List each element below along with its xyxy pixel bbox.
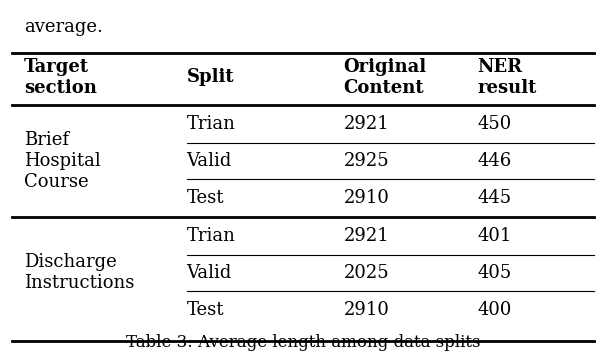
Text: 2925: 2925 [344,152,389,170]
Text: Valid: Valid [187,264,232,282]
Text: Test: Test [187,301,224,318]
Text: 401: 401 [478,227,512,245]
Text: 2025: 2025 [344,264,389,282]
Text: Test: Test [187,189,224,207]
Text: 2910: 2910 [344,301,390,318]
Text: 450: 450 [478,115,512,133]
Text: Target
section: Target section [24,58,96,96]
Text: Table 3: Average length among data splits: Table 3: Average length among data split… [126,334,480,351]
Text: average.: average. [24,18,102,36]
Text: Trian: Trian [187,227,236,245]
Text: 400: 400 [478,301,512,318]
Text: Valid: Valid [187,152,232,170]
Text: 2910: 2910 [344,189,390,207]
Text: Split: Split [187,68,235,86]
Text: 445: 445 [478,189,511,207]
Text: 446: 446 [478,152,512,170]
Text: Trian: Trian [187,115,236,133]
Text: Original
Content: Original Content [344,58,427,96]
Text: Brief
Hospital
Course: Brief Hospital Course [24,131,101,191]
Text: 2921: 2921 [344,227,390,245]
Text: 2921: 2921 [344,115,390,133]
Text: 405: 405 [478,264,512,282]
Text: Discharge
Instructions: Discharge Instructions [24,253,134,292]
Text: NER
result: NER result [478,58,537,96]
